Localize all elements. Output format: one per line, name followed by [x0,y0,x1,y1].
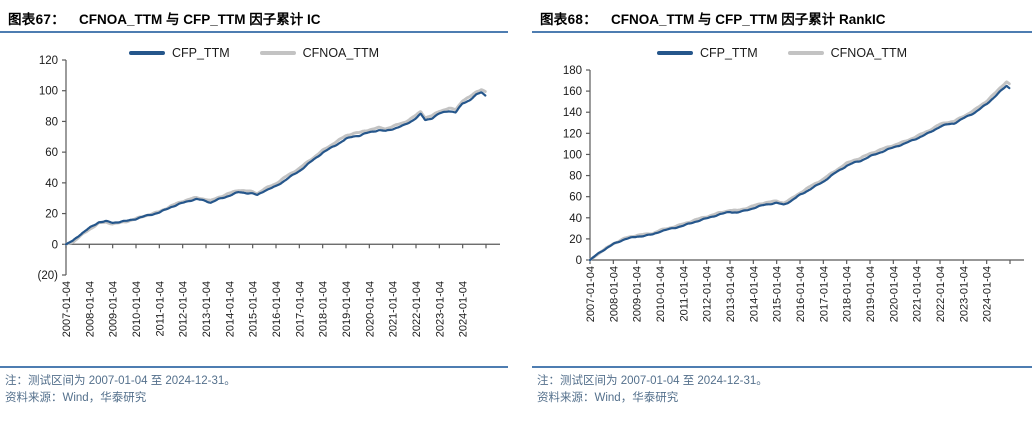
x-tick-label: 2020-01-04 [364,281,376,337]
y-tick-label: 40 [45,178,58,190]
chart-legend: CFP_TTM CFNOA_TTM [656,46,908,60]
x-tick-label: 2021-01-04 [912,266,924,322]
x-tick-label: 2020-01-04 [888,266,900,322]
x-tick-label: 2008-01-04 [608,266,620,322]
series-line-cfp_ttm [588,84,1011,262]
note-text: 注：测试区间为 2007-01-04 至 2024-12-31。 [537,375,768,387]
x-tick-label: 2012-01-04 [702,266,714,322]
x-tick-label: 2024-01-04 [458,281,470,337]
y-tick-label: 80 [569,171,582,183]
series-line-cfp_ttm [64,91,487,246]
x-tick-label: 2009-01-04 [632,266,644,322]
legend-line-swatch-blue [128,51,165,55]
x-tick-label: 2014-01-04 [748,266,760,322]
y-tick-label: 100 [39,86,58,98]
source-text: 资料来源：Wind，华泰研究 [537,392,679,405]
note-text: 注：测试区间为 2007-01-04 至 2024-12-31。 [5,375,236,387]
legend-label: CFNOA_TTM [302,46,380,60]
figure-title: CFNOA_TTM 与 CFP_TTM 因子累计 IC [79,12,321,27]
footnotes: 注：测试区间为 2007-01-04 至 2024-12-31。 资料来源：Wi… [532,368,1032,408]
legend-item-cfp-ttm: CFP_TTM [656,46,758,60]
x-tick-label: 2021-01-04 [388,281,400,337]
y-tick-label: 120 [563,128,582,140]
chart-panel-ic: 图表67： CFNOA_TTM 与 CFP_TTM 因子累计 IC 120 100… [0,5,508,408]
y-tick-label: 160 [563,86,582,98]
x-tick-label: 2016-01-04 [795,266,807,322]
y-tick-label: 80 [45,116,58,128]
chart-legend: CFP_TTM CFNOA_TTM [128,46,380,60]
x-tick-label: 2010-01-04 [655,266,667,322]
source-text: 资料来源：Wind，华泰研究 [5,392,147,405]
chart-area-rankic: 180 160 140 120 100 80 60 40 20 0 2007-01-04 2008-0… [532,33,1032,366]
title-divider [532,31,1032,33]
x-tick-label: 2022-01-04 [935,266,947,322]
y-tick-label: (20) [38,270,59,282]
x-tick-label: 2013-01-04 [201,281,213,337]
y-tick-label: 40 [569,213,582,225]
y-tick-label: 0 [576,255,582,267]
x-tick-label: 2015-01-04 [248,281,260,337]
y-tick-label: 20 [569,234,582,246]
title-divider [0,31,508,33]
x-tick-label: 2016-01-04 [271,281,283,337]
legend-line-swatch-gray [259,51,296,55]
footer-divider [532,366,1032,368]
footnotes: 注：测试区间为 2007-01-04 至 2024-12-31。 资料来源：Wi… [0,368,508,408]
legend-label: CFP_TTM [171,46,230,60]
x-tick-label: 2008-01-04 [84,281,96,337]
y-tick-label: 60 [45,147,58,159]
x-tick-label: 2011-01-04 [154,281,166,336]
x-tick-label: 2018-01-04 [842,266,854,322]
legend-item-cfp-ttm: CFP_TTM [128,46,230,60]
x-tick-label: 2007-01-04 [585,266,597,322]
x-tick-label: 2019-01-04 [865,266,877,322]
x-tick-label: 2014-01-04 [224,281,236,337]
x-tick-label: 2022-01-04 [411,281,423,337]
line-chart-svg-ic: 120 100 80 60 40 20 0 (20)2007-01-04 2008-01-04 2… [38,55,500,337]
x-tick-label: 2009-01-04 [108,281,120,337]
x-tick-label: 2018-01-04 [318,281,330,337]
x-tick-label: 2024-01-04 [982,266,994,322]
x-tick-label: 2023-01-04 [958,266,970,322]
figure-title: CFNOA_TTM 与 CFP_TTM 因子累计 RankIC [611,12,886,27]
x-tick-label: 2019-01-04 [341,281,353,337]
legend-line-swatch-blue [656,51,693,55]
footer-divider [0,366,508,368]
y-tick-label: 0 [52,239,58,251]
legend-label: CFNOA_TTM [830,46,908,60]
x-tick-label: 2007-01-04 [61,281,73,337]
y-tick-label: 60 [569,192,582,204]
legend-line-swatch-gray [787,51,824,55]
chart-panel-rankic: 图表68： CFNOA_TTM 与 CFP_TTM 因子累计 RankIC 18… [532,5,1032,408]
x-tick-label: 2012-01-04 [178,281,190,337]
legend-item-cfnoa-ttm: CFNOA_TTM [787,46,908,60]
figure-number: 图表68： [540,12,598,27]
y-tick-label: 140 [563,107,582,119]
x-tick-label: 2013-01-04 [725,266,737,322]
y-tick-label: 100 [563,149,582,161]
figure-panels: 图表67： CFNOA_TTM 与 CFP_TTM 因子累计 IC 120 100… [0,5,1032,408]
x-tick-label: 2010-01-04 [131,281,143,337]
figure-number: 图表67： [8,12,66,27]
x-tick-label: 2015-01-04 [772,266,784,322]
series-line-cfnoa_ttm [588,80,1011,262]
x-tick-label: 2017-01-04 [818,266,830,322]
panel-title: 图表68： CFNOA_TTM 与 CFP_TTM 因子累计 RankIC [532,5,1032,31]
x-tick-label: 2011-01-04 [678,266,690,321]
x-tick-label: 2023-01-04 [434,281,446,337]
y-tick-label: 20 [45,209,58,221]
y-tick-label: 120 [39,55,58,67]
legend-label: CFP_TTM [699,46,758,60]
panel-title: 图表67： CFNOA_TTM 与 CFP_TTM 因子累计 IC [0,5,508,31]
legend-item-cfnoa-ttm: CFNOA_TTM [259,46,380,60]
y-tick-label: 180 [563,65,582,77]
chart-area-ic: 120 100 80 60 40 20 0 (20) 2007-01-04 2008-01-04 2… [0,33,508,366]
x-tick-label: 2017-01-04 [294,281,306,337]
